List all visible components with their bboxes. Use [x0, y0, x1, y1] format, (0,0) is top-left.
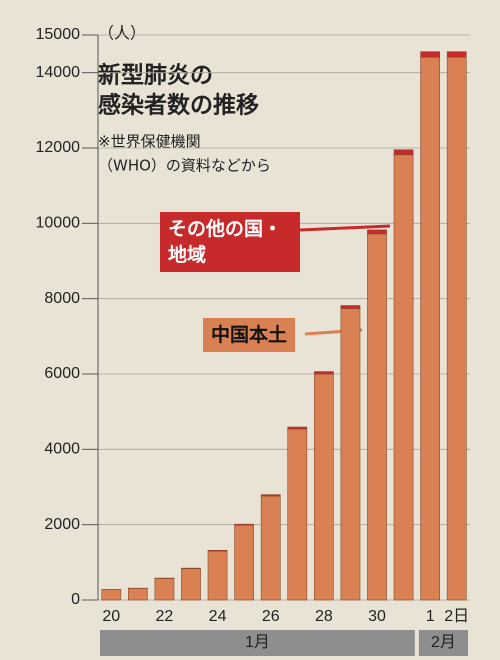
y-tick-label: 0	[71, 591, 80, 608]
bar-segment	[234, 524, 255, 601]
bar-segment	[393, 149, 414, 156]
x-tick-label: 2日	[444, 608, 469, 625]
y-tick-label: 14000	[36, 64, 81, 81]
bar-segment	[234, 523, 255, 526]
legend-entry: その他の国・地域	[160, 212, 300, 272]
y-unit: （人）	[98, 24, 146, 43]
x-tick-label: 28	[315, 608, 333, 625]
source-note: ※世界保健機関	[98, 133, 201, 151]
bar-segment	[393, 154, 414, 601]
x-tick-label: 22	[156, 608, 174, 625]
bar-segment	[101, 589, 122, 601]
month-label: 1月	[245, 634, 270, 651]
y-tick-label: 12000	[36, 139, 81, 156]
bar-segment	[420, 51, 441, 58]
y-tick-label: 8000	[44, 290, 80, 307]
bar-segment	[287, 428, 308, 601]
bar-segment	[340, 305, 361, 309]
source-note: （WHO）の資料などから	[98, 157, 271, 175]
x-tick-label: 26	[262, 608, 280, 625]
y-tick-label: 2000	[44, 516, 80, 533]
bar-segment	[207, 549, 228, 552]
bar-segment	[446, 51, 467, 58]
x-tick-label: 20	[102, 608, 120, 625]
bar-segment	[181, 567, 201, 570]
y-tick-label: 6000	[44, 365, 80, 382]
x-tick-label: 1	[426, 608, 435, 625]
legend-entry: 中国本土	[203, 318, 296, 352]
bar-segment	[207, 550, 228, 601]
chart-title: 感染者数の推移	[98, 92, 259, 119]
month-band	[418, 630, 468, 656]
bar-segment	[181, 568, 201, 601]
bar-segment	[287, 426, 308, 430]
bar-segment	[260, 495, 281, 601]
bar-segment	[420, 56, 441, 601]
bar-segment	[127, 588, 148, 601]
bar-segment	[260, 494, 281, 497]
month-label: 2月	[431, 634, 456, 651]
x-tick-label: 24	[209, 608, 227, 625]
bar-segment	[313, 373, 334, 601]
y-tick-label: 4000	[44, 441, 80, 458]
month-band	[100, 630, 415, 656]
y-tick-label: 10000	[36, 215, 81, 232]
x-tick-label: 30	[368, 608, 386, 625]
bar-segment	[154, 578, 175, 601]
chart-title: 新型肺炎の	[98, 62, 213, 89]
bar-segment	[367, 229, 387, 235]
bar-segment	[340, 308, 361, 601]
bar-segment	[367, 233, 387, 601]
bar-segment	[446, 56, 467, 601]
bar-segment	[313, 371, 334, 375]
legend-pointer	[299, 224, 391, 232]
y-tick-label: 15000	[36, 26, 81, 43]
